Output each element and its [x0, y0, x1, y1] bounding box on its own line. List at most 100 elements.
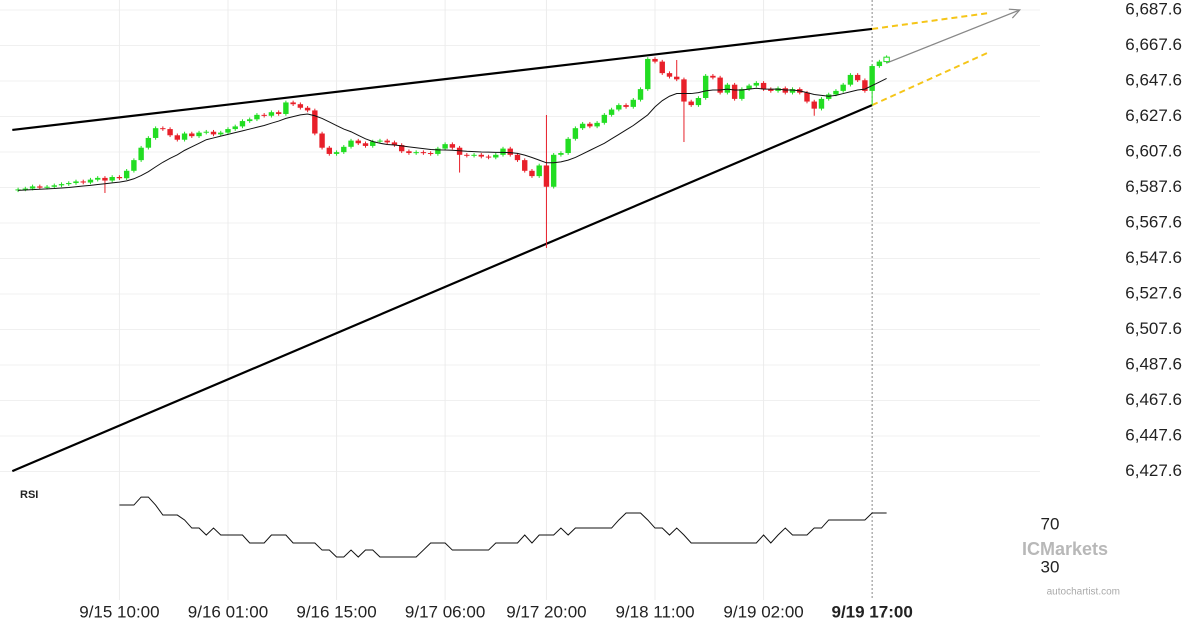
- candle-body: [536, 165, 542, 177]
- candle-body: [254, 114, 260, 120]
- x-tick-label: 9/17 06:00: [405, 602, 485, 621]
- candle-body: [420, 152, 427, 154]
- candle-body: [297, 104, 304, 108]
- candle-body: [391, 142, 398, 146]
- candle-body: [659, 61, 665, 74]
- candle-body: [333, 152, 340, 154]
- candle-body: [645, 58, 651, 90]
- candle-body: [637, 89, 644, 100]
- candle-body: [312, 110, 318, 134]
- rsi-tick-label: 30: [1041, 557, 1060, 576]
- candle-body: [630, 99, 636, 107]
- y-tick-label: 6,547.6: [1125, 248, 1182, 267]
- candle-body: [550, 154, 557, 187]
- candle-body: [232, 126, 238, 130]
- candle-body: [239, 121, 246, 127]
- candle-body: [500, 148, 506, 155]
- projection-arrow: [886, 9, 1021, 64]
- candle-body: [73, 181, 79, 184]
- candle-body: [29, 186, 36, 189]
- candle-body: [731, 84, 738, 99]
- candle-body: [739, 89, 745, 99]
- candle-body: [572, 128, 579, 139]
- candle-body: [22, 188, 29, 190]
- candle-body: [131, 160, 137, 171]
- candle-body: [123, 170, 130, 179]
- candle-body: [268, 112, 275, 116]
- x-tick-label: 9/16 01:00: [188, 602, 268, 621]
- candle-body: [355, 140, 361, 144]
- candle-body: [702, 75, 709, 98]
- candle-body: [652, 58, 658, 62]
- candle-body: [246, 119, 253, 122]
- candle-body: [623, 105, 629, 107]
- watermark: ICMarkets: [1022, 539, 1108, 559]
- y-tick-label: 6,687.6: [1125, 0, 1182, 18]
- y-tick-label: 6,567.6: [1125, 212, 1182, 231]
- y-tick-label: 6,447.6: [1125, 426, 1182, 445]
- candle-body: [833, 90, 839, 95]
- candle-body: [160, 128, 166, 130]
- candle-body: [840, 84, 846, 91]
- candle-body: [218, 132, 224, 135]
- moving-average: [18, 78, 887, 191]
- y-tick-label: 6,607.6: [1125, 141, 1182, 160]
- candle-body: [594, 122, 600, 127]
- candle-body: [167, 129, 173, 136]
- candle-body: [174, 135, 181, 140]
- candle-body: [456, 147, 463, 155]
- candle-body: [674, 76, 680, 80]
- rsi-tick-label: 70: [1041, 515, 1060, 534]
- y-tick-label: 6,427.6: [1125, 461, 1182, 480]
- x-tick-label: 9/16 15:00: [296, 602, 376, 621]
- candle-body: [616, 105, 622, 110]
- candle-body: [152, 128, 159, 138]
- trendline: [871, 51, 990, 107]
- candle-body: [138, 147, 144, 161]
- candle-body: [95, 177, 101, 180]
- candle-body: [760, 82, 767, 90]
- candle-body: [558, 153, 564, 155]
- rsi-label: RSI: [20, 489, 38, 501]
- y-tick-label: 6,507.6: [1125, 319, 1182, 338]
- candle-body: [507, 148, 513, 155]
- candle-body: [529, 170, 535, 177]
- candle-body: [746, 85, 752, 90]
- candle-body: [413, 152, 419, 154]
- candle-body: [681, 79, 687, 102]
- arrow-head: [1008, 8, 1022, 19]
- credit: autochartist.com: [1047, 587, 1120, 598]
- candle-body: [275, 112, 282, 114]
- candle-body: [587, 123, 593, 127]
- candle-body: [225, 129, 231, 133]
- x-tick-label: 9/18 11:00: [615, 602, 694, 621]
- candle-body: [478, 154, 485, 157]
- candle-body: [493, 154, 499, 158]
- candle-body: [326, 147, 333, 154]
- candle-body: [362, 143, 369, 146]
- x-tick-label: 9/15 10:00: [79, 602, 159, 621]
- trendline: [11, 104, 873, 473]
- candle-body: [688, 101, 694, 106]
- y-tick-label: 6,627.6: [1125, 106, 1182, 125]
- candle-body: [608, 109, 615, 115]
- candle-body: [869, 66, 875, 91]
- candle-body: [181, 133, 188, 140]
- y-tick-label: 6,487.6: [1125, 354, 1182, 373]
- candle-body: [601, 114, 608, 123]
- candle-body: [87, 179, 94, 183]
- candle-body: [406, 151, 412, 154]
- candle-body: [753, 82, 760, 86]
- candle-body: [485, 156, 492, 158]
- candle-body: [290, 102, 296, 105]
- candle-body: [847, 74, 854, 85]
- candle-body: [464, 154, 470, 156]
- candle-body: [37, 186, 43, 188]
- candle-body: [449, 144, 456, 148]
- candle-body: [876, 61, 883, 67]
- candle-body: [80, 181, 86, 183]
- candle-body: [818, 98, 825, 109]
- candle-body: [710, 75, 716, 78]
- y-tick-label: 6,647.6: [1125, 70, 1182, 89]
- candle-body: [319, 133, 325, 148]
